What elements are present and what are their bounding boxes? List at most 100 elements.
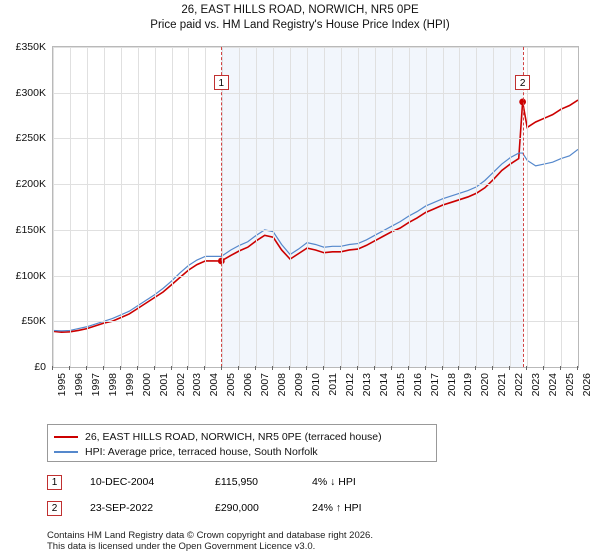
legend-item-0: 26, EAST HILLS ROAD, NORWICH, NR5 0PE (t… [54, 430, 430, 444]
x-tick-label: 2010 [310, 373, 323, 397]
series-line-price [53, 99, 578, 334]
x-tick-label: 2022 [513, 373, 526, 397]
x-tick-label: 2023 [530, 373, 543, 397]
gridline-vertical [391, 47, 393, 367]
event-row-1: 1 10-DEC-2004 £115,950 4% ↓ HPI [47, 472, 467, 498]
x-tick-mark [577, 366, 578, 370]
title-line-1: 26, EAST HILLS ROAD, NORWICH, NR5 0PE [181, 4, 419, 16]
y-tick-label: £0 [34, 361, 46, 373]
x-tick-mark [119, 366, 121, 370]
x-tick-mark [238, 366, 240, 370]
x-tick-label: 2016 [411, 373, 424, 397]
gridline-vertical [273, 47, 275, 367]
event-marker-1: 1 [47, 475, 62, 490]
x-tick-mark [52, 366, 53, 370]
gridline-vertical [69, 47, 71, 367]
y-tick-label: £250K [15, 132, 46, 145]
event-line-2 [522, 47, 525, 367]
x-tick-label: 2018 [445, 373, 458, 397]
x-tick-label: 2011 [326, 373, 339, 396]
gridline-vertical [154, 47, 156, 367]
gridline-vertical [374, 47, 376, 367]
gridline-vertical [340, 47, 342, 367]
gridline-vertical [103, 47, 105, 367]
gridline-vertical [493, 47, 495, 367]
legend-label-hpi: HPI: Average price, terraced house, Sout… [85, 446, 318, 458]
x-tick-label: 2021 [496, 373, 509, 397]
y-tick-label: £350K [15, 41, 46, 53]
gridline-vertical [290, 47, 292, 367]
gridline-vertical [171, 47, 173, 367]
gridline-vertical [323, 47, 325, 367]
legend-item-1: HPI: Average price, terraced house, Sout… [54, 445, 430, 459]
x-tick-mark [306, 366, 308, 370]
gridline-horizontal [53, 367, 578, 368]
event-delta-1: 4% ↓ HPI [312, 476, 356, 488]
event-price-1: £115,950 [215, 476, 259, 488]
legend: 26, EAST HILLS ROAD, NORWICH, NR5 0PE (t… [47, 424, 437, 462]
x-tick-mark [272, 366, 274, 370]
x-tick-label: 2005 [225, 373, 238, 397]
x-tick-label: 2017 [428, 373, 441, 397]
gridline-vertical [459, 47, 461, 367]
gridline-horizontal [53, 184, 578, 186]
x-tick-mark [492, 366, 494, 370]
x-tick-mark [136, 366, 138, 370]
x-tick-label: 2000 [140, 373, 153, 397]
x-tick-label: 2025 [564, 373, 577, 397]
x-tick-label: 2007 [259, 373, 272, 397]
event-delta-2: 24% ↑ HPI [312, 502, 362, 514]
footer-line-2: This data is licensed under the Open Gov… [47, 541, 316, 552]
x-tick-label: 1999 [123, 373, 136, 397]
gridline-horizontal [53, 92, 578, 94]
plot-marker-1: 1 [213, 75, 229, 90]
x-tick-label: 2019 [462, 373, 475, 397]
x-tick-mark [85, 366, 87, 370]
x-tick-mark [390, 366, 392, 370]
x-tick-mark [424, 366, 426, 370]
x-tick-label: 2006 [242, 373, 255, 397]
x-tick-mark [560, 366, 562, 370]
y-tick-label: £50K [21, 315, 46, 328]
x-tick-label: 1995 [56, 373, 68, 397]
x-tick-mark [204, 366, 206, 370]
gridline-horizontal [53, 138, 578, 140]
footer-line-1: Contains HM Land Registry data © Crown c… [47, 530, 373, 541]
x-tick-label: 1998 [106, 373, 119, 397]
series-svg [53, 98, 578, 334]
gridline-vertical [53, 47, 54, 367]
x-tick-mark [289, 366, 291, 370]
gridline-horizontal [53, 275, 578, 277]
x-tick-label: 2002 [174, 373, 187, 397]
event-line-1 [221, 47, 223, 367]
x-tick-mark [441, 366, 443, 370]
x-tick-label: 2013 [360, 373, 373, 397]
x-tick-mark [356, 366, 358, 370]
gridline-vertical [561, 47, 563, 367]
gridline-vertical [578, 47, 579, 367]
y-tick-label: £100K [15, 269, 46, 282]
x-axis-labels: 1995 1996 1997 1998 1999 2000 2001 2002 2003 2004… [52, 366, 593, 416]
ownership-band [221, 47, 523, 367]
x-tick-label: 1996 [72, 373, 85, 397]
x-tick-mark [170, 366, 172, 370]
x-tick-label: 2015 [394, 373, 407, 397]
x-tick-mark [509, 366, 511, 370]
gridline-vertical [527, 47, 529, 367]
x-tick-mark [407, 366, 409, 370]
gridline-horizontal [53, 229, 578, 231]
x-tick-label: 2012 [343, 373, 356, 397]
x-tick-mark [543, 366, 545, 370]
gridline-vertical [408, 47, 410, 367]
x-tick-label: 2008 [276, 373, 289, 397]
x-tick-mark [475, 366, 477, 370]
gridline-vertical [442, 47, 444, 367]
gridline-vertical [222, 47, 224, 367]
gridline-vertical [510, 47, 512, 367]
gridline-vertical [476, 47, 478, 367]
gridline-horizontal [53, 47, 578, 48]
y-tick-label: £300K [15, 86, 46, 99]
x-tick-label: 2004 [208, 373, 221, 397]
x-tick-label: 2014 [377, 373, 390, 397]
x-tick-mark [187, 366, 189, 370]
